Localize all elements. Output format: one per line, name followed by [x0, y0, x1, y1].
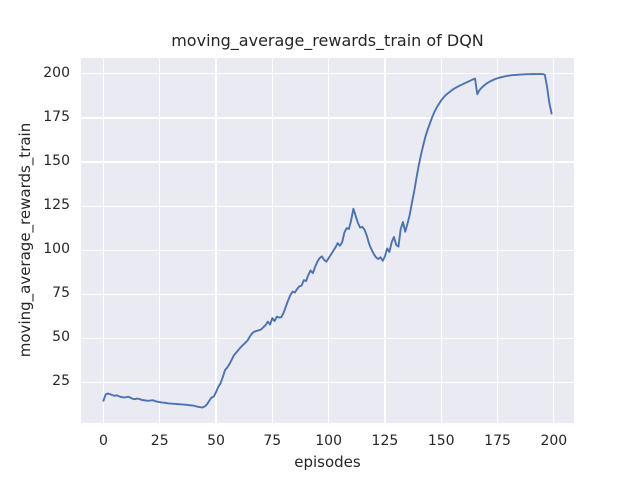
gridline-horizontal [81, 293, 574, 295]
gridline-vertical [271, 58, 273, 423]
gridline-vertical [328, 58, 330, 423]
x-tick-label: 125 [371, 433, 399, 449]
gridline-horizontal [81, 73, 574, 75]
x-tick-label: 25 [150, 433, 169, 449]
gridline-horizontal [81, 337, 574, 339]
gridline-vertical [215, 58, 217, 423]
gridline-vertical [440, 58, 442, 423]
y-tick-label: 25 [52, 373, 70, 390]
gridline-horizontal [81, 381, 574, 384]
x-tick-label: 50 [207, 433, 225, 449]
gridline-horizontal [81, 117, 574, 119]
y-tick-label: 50 [52, 329, 70, 346]
x-tick-label: 150 [427, 433, 455, 449]
x-tick-label: 0 [98, 433, 108, 449]
x-tick-label: 200 [540, 433, 568, 449]
y-tick-label: 200 [43, 64, 70, 81]
y-tick-label: 175 [43, 108, 70, 125]
y-axis-label-text: moving_average_rewards_train [16, 122, 34, 358]
y-tick-label: 100 [43, 241, 70, 258]
y-tick-label: 75 [52, 285, 70, 302]
gridline-vertical [496, 58, 499, 423]
plot-area [81, 58, 574, 423]
x-tick-label: 175 [484, 433, 511, 449]
gridline-horizontal [81, 249, 574, 251]
gridline-vertical [159, 58, 161, 423]
gridline-vertical [553, 58, 555, 423]
x-tick-label: 100 [315, 433, 342, 449]
y-tick-label: 125 [43, 197, 70, 214]
chart-title: moving_average_rewards_train of DQN [171, 31, 484, 50]
x-tick-label: 75 [263, 433, 282, 449]
gridline-vertical [384, 58, 386, 423]
gridline-horizontal [81, 205, 574, 207]
y-tick-label: 150 [43, 153, 70, 170]
x-axis-label: episodes [294, 453, 361, 471]
gridline-horizontal [81, 161, 574, 163]
gridline-vertical [102, 58, 104, 423]
